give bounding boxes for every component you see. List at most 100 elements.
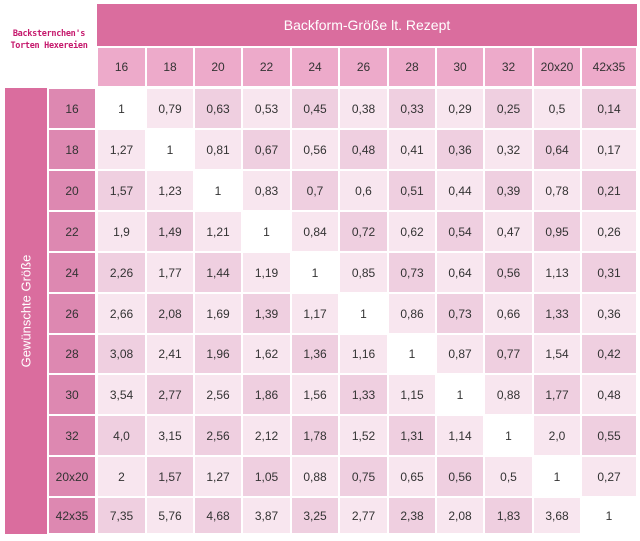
table-cell: 1 <box>147 130 193 169</box>
table-cell: 0,73 <box>437 294 483 333</box>
table-cell: 2,56 <box>195 375 241 414</box>
table-cell: 2,08 <box>437 498 483 533</box>
table-cell: 2,56 <box>195 416 241 455</box>
table-cell: 1,57 <box>147 457 193 496</box>
table-cell: 2,38 <box>389 498 435 533</box>
table-cell: 1 <box>534 457 580 496</box>
table-cell: 4,68 <box>195 498 241 533</box>
table-cell: 0,84 <box>292 212 338 251</box>
table-cell: 1,9 <box>98 212 145 251</box>
table-cell: 0,88 <box>292 457 338 496</box>
table-cell: 0,67 <box>243 130 290 169</box>
table-cell: 2,77 <box>340 498 387 533</box>
table-cell: 1,62 <box>243 335 290 373</box>
table-cell: 0,51 <box>389 171 435 210</box>
table-cell: 1,31 <box>389 416 435 455</box>
table-cell: 1,69 <box>195 294 241 333</box>
table-cell: 0,45 <box>292 89 338 128</box>
table-cell: 1,36 <box>292 335 338 373</box>
table-cell: 0,64 <box>534 130 580 169</box>
table-cell: 0,5 <box>485 457 532 496</box>
table-cell: 3,87 <box>243 498 290 533</box>
table-cell: 1,05 <box>243 457 290 496</box>
table-cell: 0,29 <box>437 89 483 128</box>
table-cell: 2,41 <box>147 335 193 373</box>
table-cell: 0,64 <box>437 253 483 292</box>
table-cell: 1,86 <box>243 375 290 414</box>
table-cell: 0,27 <box>582 457 636 496</box>
table-cell: 0,95 <box>534 212 580 251</box>
table-cell: 1,33 <box>534 294 580 333</box>
logo: Backsternchen's Torten Hexereien <box>2 28 96 52</box>
row-header: 18 <box>49 130 95 169</box>
table-cell: 0,53 <box>243 89 290 128</box>
column-header: 18 <box>147 48 193 86</box>
table-cell: 0,36 <box>582 294 636 333</box>
table-cell: 1,27 <box>98 130 145 169</box>
table-cell: 0,86 <box>389 294 435 333</box>
table-cell: 0,47 <box>485 212 532 251</box>
table-cell: 0,38 <box>340 89 387 128</box>
table-cell: 1,78 <box>292 416 338 455</box>
table-cell: 1,33 <box>340 375 387 414</box>
table-cell: 0,77 <box>485 335 532 373</box>
table-cell: 2 <box>98 457 145 496</box>
table-cell: 3,68 <box>534 498 580 533</box>
column-header: 20x20 <box>534 48 580 86</box>
table-cell: 1 <box>243 212 290 251</box>
row-header: 16 <box>49 89 95 128</box>
table-cell: 0,25 <box>485 89 532 128</box>
table-cell: 0,21 <box>582 171 636 210</box>
table-cell: 1,21 <box>195 212 241 251</box>
table-cell: 1,54 <box>534 335 580 373</box>
table-cell: 2,0 <box>534 416 580 455</box>
table-cell: 1,19 <box>243 253 290 292</box>
table-cell: 0,56 <box>292 130 338 169</box>
table-cell: 0,85 <box>340 253 387 292</box>
column-header: 32 <box>485 48 532 86</box>
row-header: 28 <box>49 335 95 373</box>
table-cell: 1,57 <box>98 171 145 210</box>
table-cell: 1,23 <box>147 171 193 210</box>
table-cell: 1,14 <box>437 416 483 455</box>
logo-line-1: Backsternchen's <box>12 29 86 39</box>
table-cell: 1,13 <box>534 253 580 292</box>
column-header: 20 <box>195 48 241 86</box>
row-header: 32 <box>49 416 95 455</box>
table-cell: 0,39 <box>485 171 532 210</box>
table-cell: 0,56 <box>437 457 483 496</box>
table-cell: 1,52 <box>340 416 387 455</box>
column-group-title: Backform-Größe lt. Rezept <box>283 17 451 33</box>
table-cell: 0,63 <box>195 89 241 128</box>
table-cell: 1,39 <box>243 294 290 333</box>
column-header: 24 <box>292 48 338 86</box>
table-cell: 3,25 <box>292 498 338 533</box>
table-cell: 5,76 <box>147 498 193 533</box>
table-cell: 0,79 <box>147 89 193 128</box>
table-cell: 1 <box>485 416 532 455</box>
table-cell: 3,54 <box>98 375 145 414</box>
table-cell: 1,44 <box>195 253 241 292</box>
table-cell: 1 <box>582 498 636 533</box>
row-header: 30 <box>49 375 95 414</box>
table-cell: 1 <box>437 375 483 414</box>
table-cell: 3,15 <box>147 416 193 455</box>
table-cell: 2,08 <box>147 294 193 333</box>
table-cell: 1,56 <box>292 375 338 414</box>
table-cell: 0,7 <box>292 171 338 210</box>
row-header: 42x35 <box>49 498 95 533</box>
table-cell: 1 <box>195 171 241 210</box>
table-cell: 1,96 <box>195 335 241 373</box>
table-cell: 0,73 <box>389 253 435 292</box>
table-cell: 2,12 <box>243 416 290 455</box>
table-cell: 0,87 <box>437 335 483 373</box>
column-header: 22 <box>243 48 290 86</box>
table-cell: 1,83 <box>485 498 532 533</box>
table-cell: 7,35 <box>98 498 145 533</box>
table-cell: 0,17 <box>582 130 636 169</box>
table-cell: 2,26 <box>98 253 145 292</box>
table-cell: 0,31 <box>582 253 636 292</box>
table-cell: 0,42 <box>582 335 636 373</box>
table-cell: 0,55 <box>582 416 636 455</box>
row-group-header: Gewünschte Größe <box>5 88 47 534</box>
